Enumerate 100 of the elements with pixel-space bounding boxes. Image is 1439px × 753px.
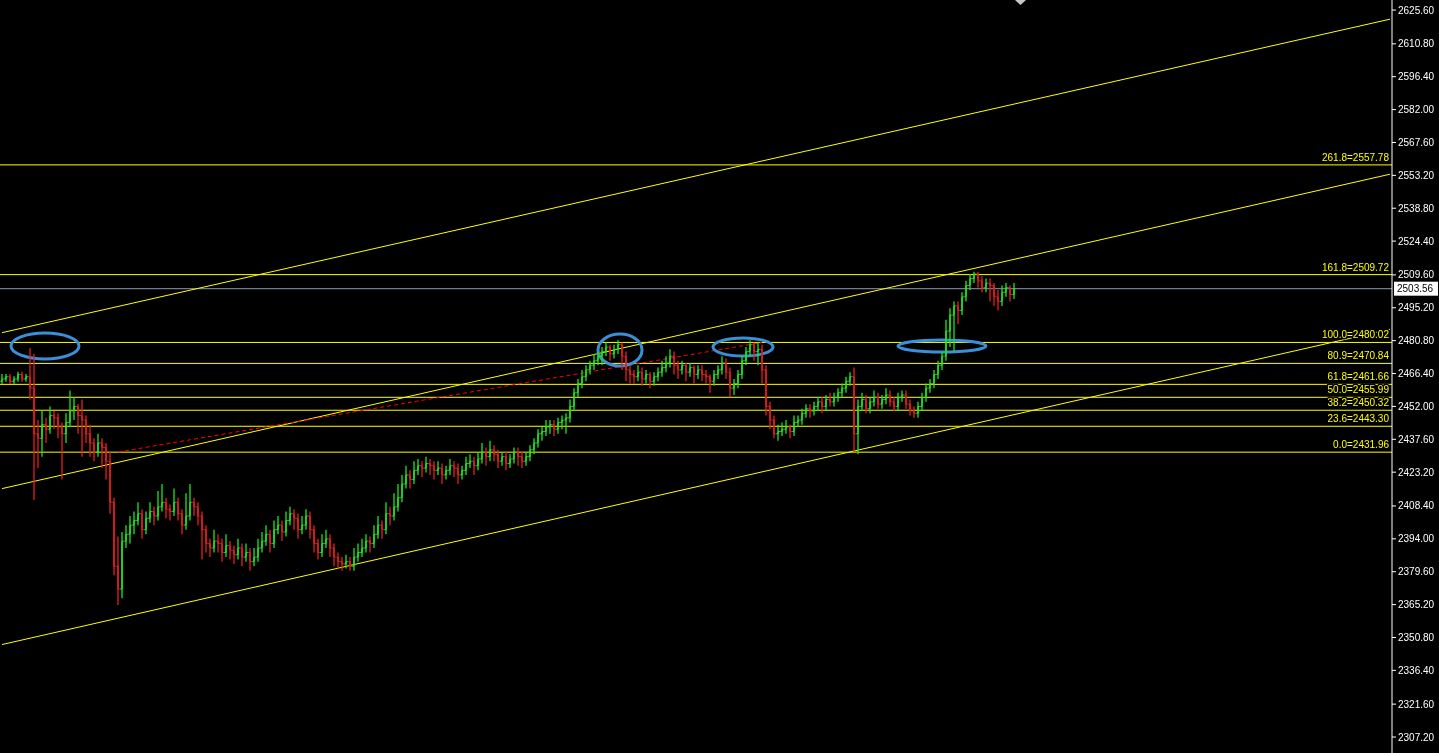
- candlestick: [761, 344, 763, 385]
- candlestick: [261, 531, 263, 554]
- candlestick: [145, 510, 147, 535]
- candlestick: [141, 508, 143, 540]
- candlestick: [953, 300, 955, 353]
- y-tick-label: 2394.00: [1398, 533, 1435, 545]
- candlestick: [273, 519, 275, 549]
- candlestick: [481, 442, 483, 465]
- y-tick-label: 2538.80: [1398, 202, 1435, 214]
- candlestick: [641, 366, 643, 387]
- candlestick: [569, 398, 571, 424]
- candlestick: [937, 360, 939, 380]
- candlestick: [309, 510, 311, 540]
- candlestick: [801, 408, 803, 426]
- ref-line-label: 80.9=2470.84: [1327, 350, 1390, 362]
- candlestick: [845, 376, 847, 394]
- candlestick: [385, 501, 387, 535]
- ref-line-label: 2503.56: [1397, 283, 1434, 295]
- candlestick: [65, 412, 67, 444]
- candlestick: [669, 348, 671, 369]
- candlestick: [185, 492, 187, 531]
- candlestick: [853, 366, 855, 453]
- candlestick: [713, 369, 715, 387]
- candlestick: [961, 291, 963, 316]
- candlestick: [1009, 284, 1011, 303]
- candlestick: [977, 271, 979, 289]
- candlestick: [97, 433, 99, 458]
- candlestick: [197, 501, 199, 526]
- candlestick: [877, 392, 879, 410]
- candlestick: [441, 462, 443, 485]
- ref-line-label: 161.8=2509.72: [1321, 261, 1390, 273]
- candlestick: [741, 355, 743, 380]
- candlestick: [765, 364, 767, 417]
- y-tick-label: 2625.60: [1398, 4, 1435, 16]
- candlestick: [861, 392, 863, 412]
- candlestick: [933, 369, 935, 389]
- candlestick: [1001, 284, 1003, 307]
- candlestick: [721, 355, 723, 376]
- candlestick: [221, 538, 223, 563]
- candlestick: [105, 442, 107, 481]
- candlestick: [249, 547, 251, 572]
- candlestick: [513, 446, 515, 465]
- y-tick-label: 2365.20: [1398, 599, 1435, 611]
- candlestick: [825, 394, 827, 412]
- candlestick: [305, 508, 307, 531]
- ref-line-label: 0.0=2431.96: [1333, 439, 1390, 451]
- candlestick: [281, 519, 283, 542]
- candlestick: [925, 382, 927, 403]
- candlestick: [457, 462, 459, 485]
- candlestick: [189, 483, 191, 522]
- candlestick: [749, 339, 751, 357]
- candlestick: [945, 319, 947, 362]
- y-tick-label: 2582.00: [1398, 104, 1435, 116]
- candlestick: [489, 440, 491, 462]
- y-tick-label: 2408.40: [1398, 500, 1435, 512]
- candlestick: [257, 538, 259, 563]
- candlestick: [137, 501, 139, 526]
- candlestick: [201, 510, 203, 561]
- candlestick: [729, 366, 731, 398]
- candlestick: [889, 389, 891, 408]
- y-tick-label: 2350.80: [1398, 631, 1435, 643]
- y-tick-label: 2307.20: [1398, 731, 1435, 743]
- candlestick: [265, 524, 267, 547]
- candlestick: [33, 353, 35, 501]
- candlestick: [117, 535, 119, 606]
- candlestick: [941, 350, 943, 371]
- candlestick: [269, 529, 271, 554]
- candlestick: [297, 513, 299, 540]
- candlestick: [373, 524, 375, 549]
- candlestick: [401, 474, 403, 503]
- y-tick-label: 2596.40: [1398, 71, 1435, 83]
- candlestick: [241, 542, 243, 567]
- candlestick: [529, 444, 531, 462]
- candlestick: [113, 497, 115, 577]
- candlestick: [793, 414, 795, 437]
- candlestick: [317, 538, 319, 561]
- candlestick: [365, 533, 367, 554]
- candlestick: [205, 524, 207, 554]
- candlestick: [129, 515, 131, 545]
- y-tick-label: 2423.20: [1398, 466, 1435, 478]
- candlestick: [573, 387, 575, 412]
- candlestick: [869, 396, 871, 414]
- candlestick: [649, 371, 651, 389]
- y-tick-label: 2495.20: [1398, 302, 1435, 314]
- candlestick: [173, 487, 175, 517]
- y-tick-label: 2480.80: [1398, 335, 1435, 347]
- y-tick-label: 2437.60: [1398, 433, 1435, 445]
- candlestick: [753, 341, 755, 362]
- candlestick: [949, 307, 951, 348]
- candlestick: [625, 350, 627, 382]
- candlestick: [121, 531, 123, 599]
- candlestick: [285, 510, 287, 538]
- candlestick: [537, 428, 539, 449]
- candlestick: [237, 538, 239, 561]
- candlestick: [393, 492, 395, 522]
- candlestick: [909, 398, 911, 417]
- candlestick: [897, 392, 899, 412]
- ref-line-label: 50.0=2455.99: [1327, 384, 1390, 396]
- candlestick: [969, 273, 971, 291]
- candlestick: [353, 547, 355, 572]
